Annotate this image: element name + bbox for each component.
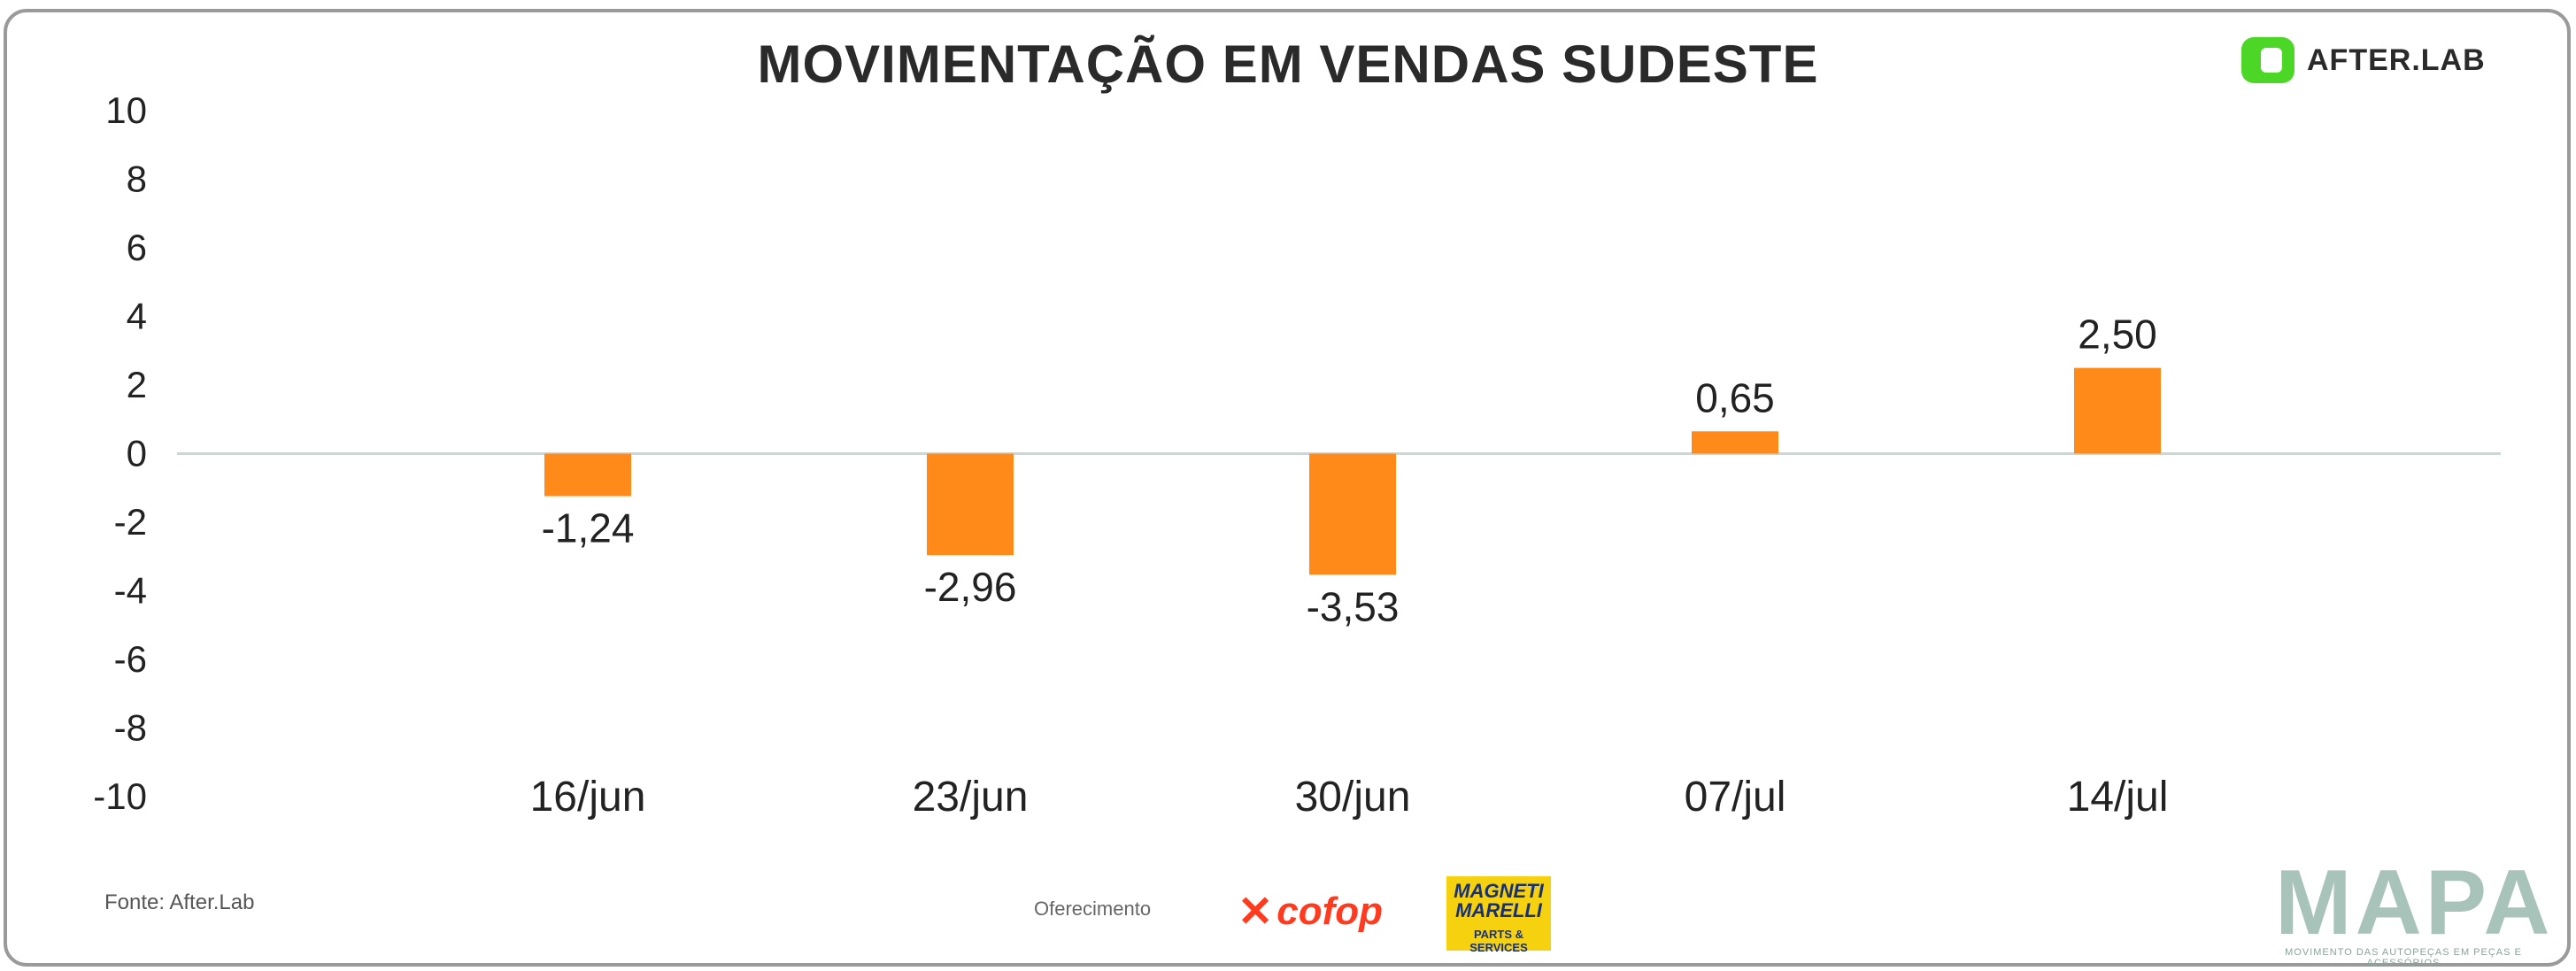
x-tick-label: 23/jun <box>913 774 1029 821</box>
magneti-marelli-sub: PARTS & SERVICES <box>1469 928 1528 954</box>
mapa-wordmark: MAPA <box>2275 852 2554 954</box>
bar <box>544 453 631 497</box>
y-tick-label: 6 <box>127 227 147 268</box>
x-tick-label: 07/jul <box>1685 774 1786 821</box>
mapa-tagline: MOVIMENTO DAS AUTOPEÇAS EM PEÇAS E ACESS… <box>2285 947 2522 968</box>
source-note: Fonte: After.Lab <box>104 890 255 914</box>
y-tick-label: -10 <box>93 775 147 817</box>
bar <box>2074 367 2161 454</box>
bar <box>1692 431 1778 454</box>
bar-value-label: 0,65 <box>1695 374 1775 420</box>
afterlab-logo-name: AFTER.LAB <box>2307 42 2486 77</box>
afterlab-mark-icon <box>2241 37 2294 83</box>
y-tick-label: 0 <box>127 433 147 474</box>
magneti-marelli-logo: MAGNETI MARELLI PARTS & SERVICES <box>1446 876 1551 954</box>
y-tick-label: 8 <box>127 158 147 200</box>
mapa-logo: MAPA MOVIMENTO DAS AUTOPEÇAS EM PEÇAS E … <box>2275 852 2554 968</box>
y-tick-label: 2 <box>127 364 147 405</box>
bar-value-label: 2,50 <box>2078 312 2157 358</box>
bar-value-label: -1,24 <box>542 505 635 551</box>
chart-frame <box>4 9 2571 967</box>
x-tick-label: 16/jun <box>530 774 646 821</box>
bar-value-label: -3,53 <box>1307 583 1400 629</box>
bar-series <box>544 367 2161 575</box>
x-tick-label: 30/jun <box>1295 774 1411 821</box>
y-axis: 10 8 6 4 2 0 -2 -4 -6 -8 -10 <box>93 89 147 817</box>
bar-value-label: -2,96 <box>924 564 1017 610</box>
bar <box>1309 453 1396 575</box>
sponsor-label: Oferecimento <box>1034 898 1152 920</box>
magneti-marelli-name: MAGNETI MARELLI <box>1454 880 1544 921</box>
cofop-logo-name: cofop <box>1276 890 1383 933</box>
cofop-x-icon: ✕ <box>1238 889 1274 936</box>
chart-title: MOVIMENTAÇÃO EM VENDAS SUDESTE <box>757 35 1819 94</box>
bar <box>927 453 1014 556</box>
cofop-logo: ✕ cofop <box>1238 887 1383 936</box>
y-tick-label: -4 <box>114 570 147 612</box>
x-tick-label: 14/jul <box>2067 774 2169 821</box>
y-tick-label: -6 <box>114 638 147 680</box>
y-tick-label: -2 <box>114 501 147 543</box>
afterlab-logo: AFTER.LAB <box>2241 35 2507 85</box>
y-tick-label: -8 <box>114 707 147 749</box>
x-axis: 16/jun 23/jun 30/jun 07/jul 14/jul <box>530 774 2169 821</box>
y-tick-label: 10 <box>105 89 147 131</box>
data-labels: -1,24 -2,96 -3,53 0,65 2,50 <box>542 312 2157 630</box>
y-tick-label: 4 <box>127 296 147 337</box>
